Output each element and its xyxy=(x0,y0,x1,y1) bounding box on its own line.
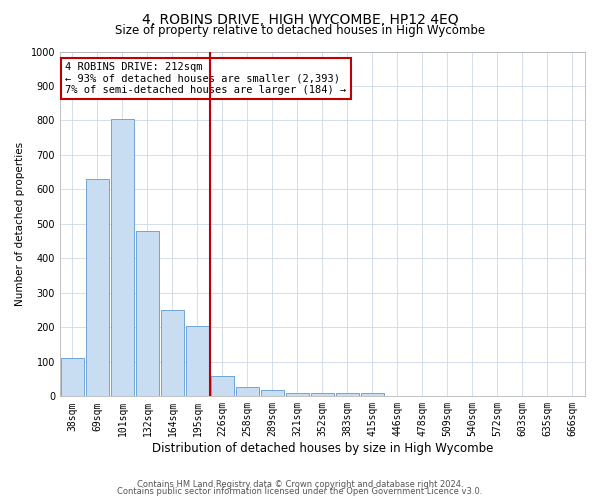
Bar xyxy=(61,358,84,397)
Bar xyxy=(236,386,259,396)
Bar xyxy=(286,393,310,396)
Bar xyxy=(361,393,385,396)
Text: Contains public sector information licensed under the Open Government Licence v3: Contains public sector information licen… xyxy=(118,488,482,496)
Bar xyxy=(161,310,184,396)
Text: Contains HM Land Registry data © Crown copyright and database right 2024.: Contains HM Land Registry data © Crown c… xyxy=(137,480,463,489)
Bar xyxy=(311,393,334,396)
Bar xyxy=(211,376,235,396)
Text: 4 ROBINS DRIVE: 212sqm
← 93% of detached houses are smaller (2,393)
7% of semi-d: 4 ROBINS DRIVE: 212sqm ← 93% of detached… xyxy=(65,62,346,95)
Text: 4, ROBINS DRIVE, HIGH WYCOMBE, HP12 4EQ: 4, ROBINS DRIVE, HIGH WYCOMBE, HP12 4EQ xyxy=(142,12,458,26)
Bar xyxy=(185,326,209,396)
Bar xyxy=(110,118,134,396)
X-axis label: Distribution of detached houses by size in High Wycombe: Distribution of detached houses by size … xyxy=(152,442,493,455)
Y-axis label: Number of detached properties: Number of detached properties xyxy=(15,142,25,306)
Bar xyxy=(86,179,109,396)
Bar xyxy=(335,393,359,396)
Bar xyxy=(260,390,284,396)
Bar xyxy=(136,231,160,396)
Text: Size of property relative to detached houses in High Wycombe: Size of property relative to detached ho… xyxy=(115,24,485,37)
